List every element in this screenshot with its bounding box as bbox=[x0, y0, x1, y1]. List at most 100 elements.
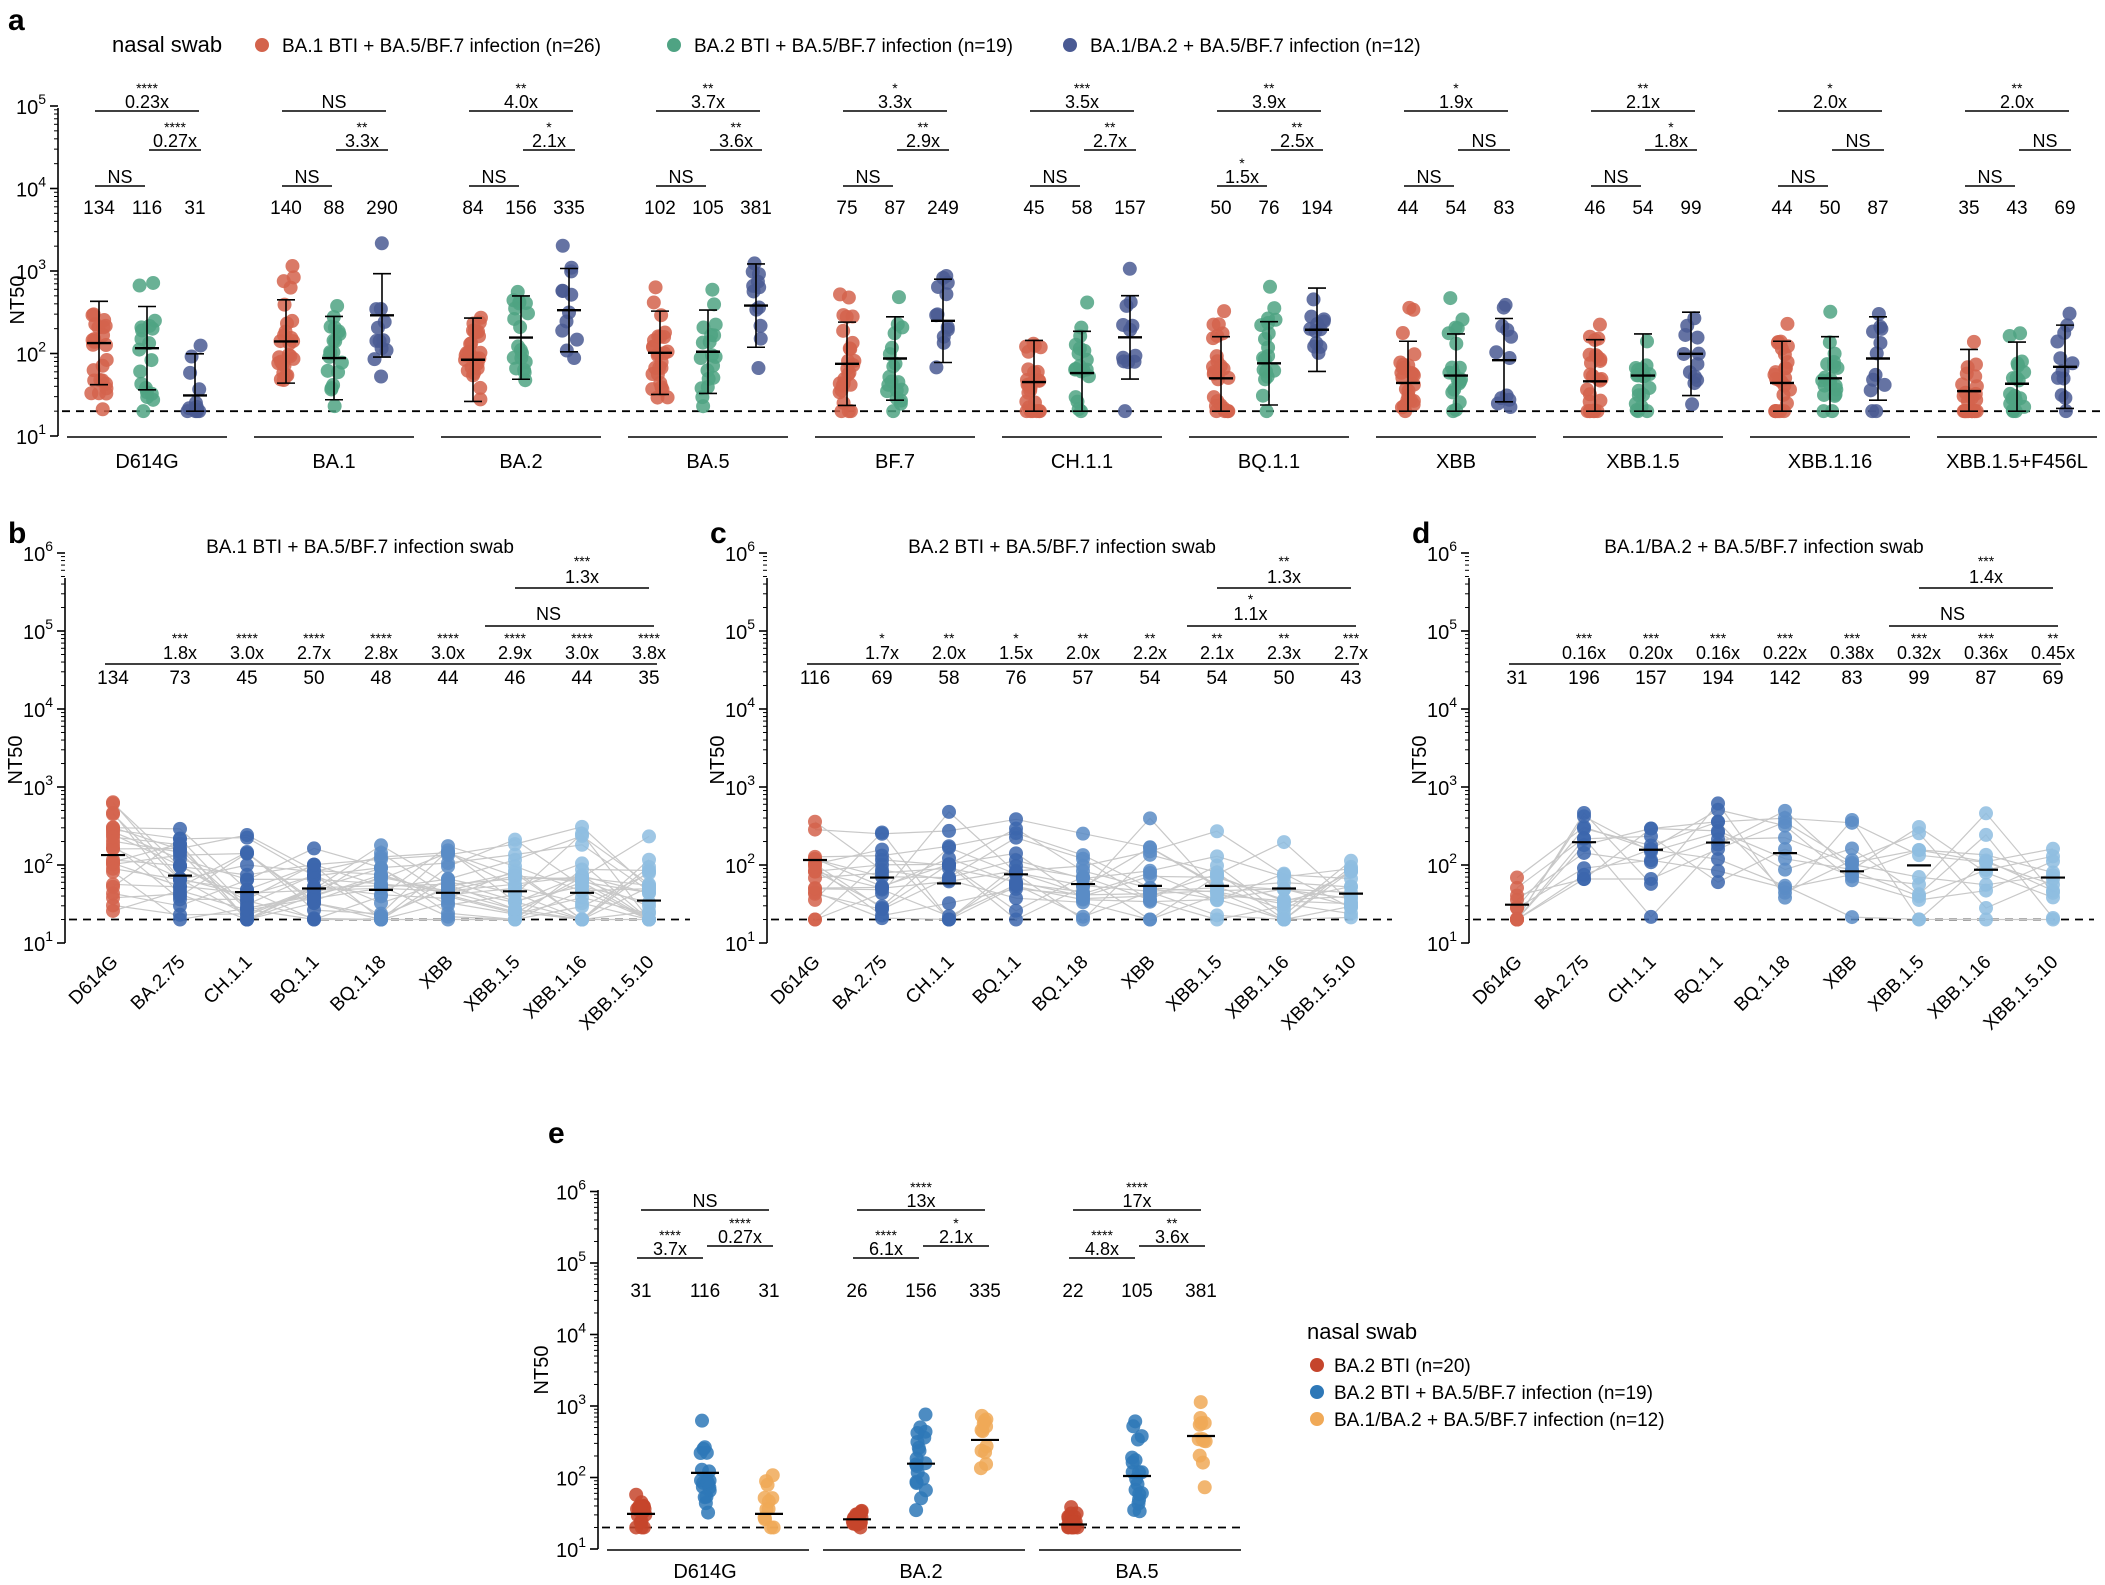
a-gmt-label: 83 bbox=[1493, 198, 1514, 219]
b-gmt-label: 46 bbox=[504, 668, 525, 689]
b-data-point bbox=[106, 880, 120, 894]
e-sig-right-fold: 2.1x bbox=[939, 1227, 973, 1247]
a-data-point bbox=[277, 373, 291, 387]
a-gmt-label: 69 bbox=[2054, 198, 2075, 219]
a-data-point bbox=[1117, 354, 1131, 368]
a-data-point bbox=[133, 279, 147, 293]
c-y-tick-exp: 3 bbox=[747, 772, 755, 788]
c-data-point bbox=[1009, 853, 1023, 867]
a-data-point bbox=[1445, 361, 1459, 375]
d-extra-mid-fold: NS bbox=[1940, 604, 1965, 624]
a-sig-top-fold: 3.7x bbox=[691, 92, 725, 112]
a-data-point bbox=[1873, 336, 1887, 350]
c-extra-mid-fold: 1.1x bbox=[1233, 604, 1267, 624]
c-data-point bbox=[942, 851, 956, 865]
a-sig-low-fold: NS bbox=[1416, 167, 1441, 187]
c-data-point bbox=[1076, 864, 1090, 878]
e-data-point bbox=[1195, 1432, 1209, 1446]
c-data-point bbox=[808, 860, 822, 874]
c-data-point bbox=[1210, 870, 1224, 884]
b-data-point bbox=[307, 913, 321, 927]
e-gmt-label: 31 bbox=[630, 1281, 651, 1302]
c-data-point bbox=[808, 823, 822, 837]
a-y-tick-exp: 5 bbox=[38, 91, 46, 107]
a-data-point bbox=[1212, 317, 1226, 331]
e-data-point bbox=[918, 1425, 932, 1439]
c-title: BA.2 BTI + BA.5/BF.7 infection swab bbox=[908, 537, 1216, 558]
c-y-tick-label: 101 bbox=[725, 928, 755, 956]
a-gmt-label: 31 bbox=[184, 198, 205, 219]
b-data-point bbox=[240, 846, 254, 860]
a-gmt-label: 194 bbox=[1301, 198, 1333, 219]
a-sig-mid-fold: 2.5x bbox=[1280, 131, 1314, 151]
d-sig-fold: 0.16x bbox=[1696, 643, 1740, 663]
e-gmt-label: 156 bbox=[905, 1281, 937, 1302]
b-data-point bbox=[173, 889, 187, 903]
a-y-tick-exp: 1 bbox=[38, 421, 46, 437]
b-sig-fold: 2.9x bbox=[498, 643, 532, 663]
a-gmt-label: 116 bbox=[132, 198, 162, 219]
c-gmt-label: 76 bbox=[1005, 668, 1026, 689]
a-data-point bbox=[185, 350, 199, 364]
c-gmt-label: 57 bbox=[1072, 668, 1093, 689]
d-y-tick-label: 104 bbox=[1427, 694, 1457, 722]
a-sig-low-fold: NS bbox=[481, 167, 506, 187]
d-data-point bbox=[1711, 796, 1725, 810]
b-data-point bbox=[508, 902, 522, 916]
a-data-point bbox=[1830, 361, 1844, 375]
c-data-point bbox=[1076, 827, 1090, 841]
e-group-label: BA.2 bbox=[899, 1561, 942, 1583]
a-sig-top-fold: 4.0x bbox=[504, 92, 538, 112]
a-data-point bbox=[86, 308, 100, 322]
e-sig-top-fold: 17x bbox=[1122, 1191, 1151, 1211]
panel-label-a: a bbox=[8, 4, 25, 37]
b-data-point bbox=[240, 831, 254, 845]
b-x-tick-label: XBB bbox=[416, 952, 458, 994]
a-sig-low-fold: NS bbox=[294, 167, 319, 187]
d-data-point bbox=[1912, 848, 1926, 862]
a-data-point bbox=[1020, 373, 1034, 387]
a-sig-mid-fold: NS bbox=[2032, 131, 2057, 151]
a-sig-top-fold: 1.9x bbox=[1439, 92, 1473, 112]
c-data-point bbox=[875, 908, 889, 922]
c-y-tick-label: 104 bbox=[725, 694, 755, 722]
a-data-point bbox=[1955, 377, 1969, 391]
d-sig-fold: 0.32x bbox=[1897, 643, 1941, 663]
e-data-point bbox=[694, 1446, 708, 1460]
c-x-tick-label: CH.1.1 bbox=[902, 952, 959, 1009]
c-x-tick-label: BQ.1.1 bbox=[969, 952, 1026, 1009]
c-data-point bbox=[1143, 913, 1157, 927]
b-data-point bbox=[575, 913, 589, 927]
a-gmt-label: 54 bbox=[1445, 198, 1467, 219]
e-y-tick-label: 106 bbox=[556, 1177, 586, 1205]
a-gmt-label: 156 bbox=[505, 198, 537, 219]
a-data-point bbox=[746, 279, 760, 293]
e-gmt-label: 381 bbox=[1185, 1281, 1217, 1302]
a-data-point bbox=[844, 378, 858, 392]
b-x-tick-label: BQ.1.18 bbox=[326, 952, 390, 1016]
a-legend-marker bbox=[255, 38, 269, 52]
b-data-point bbox=[173, 872, 187, 886]
b-y-tick-label: 105 bbox=[23, 616, 53, 644]
a-data-point bbox=[508, 301, 522, 315]
a-gmt-label: 76 bbox=[1258, 198, 1279, 219]
d-extra-top-fold: 1.4x bbox=[1969, 567, 2003, 587]
a-data-point bbox=[86, 338, 100, 352]
b-data-point bbox=[307, 879, 321, 893]
e-data-point bbox=[766, 1468, 780, 1482]
d-sig-fold: 0.38x bbox=[1830, 643, 1874, 663]
e-data-point bbox=[919, 1408, 933, 1422]
a-group-label: D614G bbox=[115, 451, 178, 473]
e-legend-title: nasal swab bbox=[1307, 1319, 1417, 1344]
d-y-tick-label: 105 bbox=[1427, 616, 1457, 644]
a-gmt-label: 54 bbox=[1632, 198, 1654, 219]
d-data-point bbox=[1510, 889, 1524, 903]
d-x-tick-label: CH.1.1 bbox=[1604, 952, 1661, 1009]
a-data-point bbox=[705, 283, 719, 297]
a-data-point bbox=[1207, 390, 1221, 404]
a-data-point bbox=[1961, 360, 1975, 374]
e-gmt-label: 22 bbox=[1062, 1281, 1083, 1302]
e-sig-right-fold: 3.6x bbox=[1155, 1227, 1189, 1247]
c-data-point bbox=[1076, 910, 1090, 924]
a-data-point bbox=[1307, 340, 1321, 354]
